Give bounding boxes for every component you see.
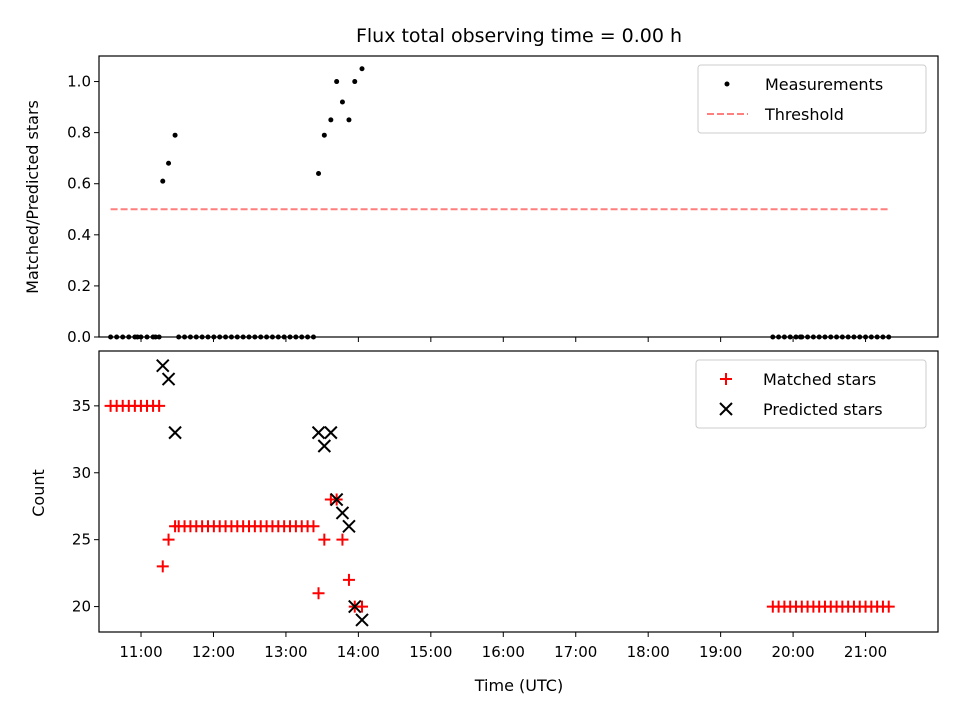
top-legend: Measurements Threshold [697,64,927,134]
y-tick-label: 20 [72,598,91,616]
measurement-point [166,160,172,166]
matched-star-point [312,587,325,600]
x-tick-label: 13:00 [264,643,307,661]
x-tick-label: 21:00 [844,643,887,661]
x-tick-label: 14:00 [337,643,380,661]
y-tick-label: 35 [72,397,91,415]
chart-title: Flux total observing time = 0.00 h [356,25,682,47]
top-y-axis-label: Matched/Predicted stars [23,100,42,294]
measurement-point [321,132,327,138]
measurement-point [359,66,365,72]
matched-star-point [342,573,355,586]
top-legend-frame [697,64,927,134]
measurement-point [339,99,345,105]
y-tick-label: 0.8 [67,124,91,142]
predicted-star-point [168,425,182,440]
top-panel: 0.0 0.2 0.4 0.6 0.8 1.0 [67,55,939,346]
predicted-star-point [329,492,344,507]
legend-measurements-label: Measurements [765,75,883,94]
x-tick-label: 11:00 [119,643,162,661]
axes-frame [98,55,939,338]
matched-star-point [153,399,166,412]
axes-frame [98,350,939,633]
measurement-point [316,171,322,177]
bottom-panel: 20 25 30 35 11:00 12:00 13:00 14:00 15:00 16:00 17… [72,350,939,661]
predicted-star-point [324,425,338,440]
x-tick-label: 15:00 [409,643,452,661]
matched-star-point [169,520,182,533]
matched-star-point [156,560,169,573]
predicted-star-point [311,425,326,440]
predicted-star-point [161,372,176,386]
matched-star-point [318,533,331,546]
x-tick-label: 12:00 [192,643,235,661]
y-tick-label: 0.4 [67,226,91,244]
x-tick-label: 16:00 [482,643,525,661]
legend-threshold-label: Threshold [764,105,844,124]
x-tick-label: 18:00 [627,643,670,661]
legend-matched-label: Matched stars [763,370,876,389]
matched-star-point [162,533,175,546]
y-tick-label: 30 [72,464,91,482]
predicted-star-point [335,506,350,520]
predicted-star-point [348,599,362,614]
measurement-point [346,117,352,123]
measurement-point [352,79,358,85]
matched-star-point [336,533,349,546]
x-axis-label: Time (UTC) [474,676,563,695]
matched-star-point [882,600,895,613]
bottom-y-axis-label: Count [29,469,48,517]
predicted-star-point [317,439,332,453]
x-tick-label: 20:00 [771,643,814,661]
y-tick-label: 25 [72,531,91,549]
predicted-star-point [355,613,369,627]
measurement-point [328,117,334,123]
measurement-point [334,79,340,85]
y-tick-label: 0.0 [67,328,91,346]
legend-predicted-marker [719,402,733,416]
y-tick-label: 0.2 [67,277,91,295]
legend-matched-marker [720,373,732,385]
legend-measurements-marker [724,81,730,87]
bottom-legend: Matched stars Predicted stars [695,359,927,429]
predicted-star-point [156,359,170,373]
measurement-point [172,132,178,138]
x-tick-label: 19:00 [699,643,742,661]
predicted-star-point [342,519,356,533]
matched-star-point [307,520,320,533]
y-tick-label: 1.0 [67,73,91,91]
bottom-legend-frame [695,359,927,429]
x-tick-label: 17:00 [554,643,597,661]
measurement-point [160,178,166,184]
legend-predicted-label: Predicted stars [763,400,883,419]
y-tick-label: 0.6 [67,175,91,193]
matched-star-point [356,600,369,613]
